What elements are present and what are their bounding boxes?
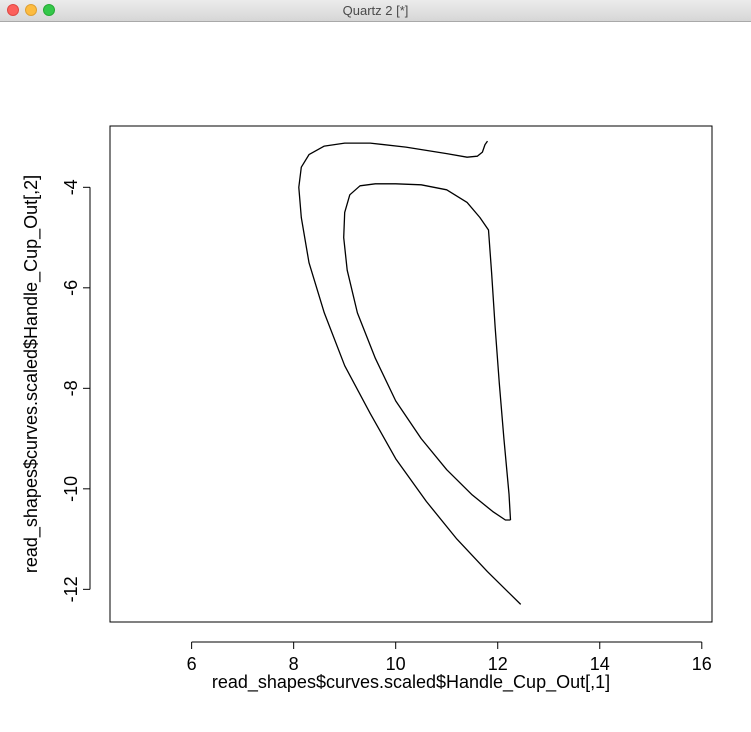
y-tick-label: -12 xyxy=(61,576,81,602)
plot-box xyxy=(109,125,713,623)
x-tick-label: 14 xyxy=(590,654,610,674)
y-tick-label: -4 xyxy=(61,179,81,195)
x-axis: 6 8 10 12 14 16 xyxy=(187,641,712,674)
inner-curve-line xyxy=(343,183,512,521)
x-tick-label: 10 xyxy=(386,654,406,674)
window-title: Quartz 2 [*] xyxy=(342,3,409,18)
x-axis-label: read_shapes$curves.scaled$Handle_Cup_Out… xyxy=(212,672,610,693)
y-axis-label: read_shapes$curves.scaled$Handle_Cup_Out… xyxy=(21,175,42,573)
zoom-icon[interactable] xyxy=(43,4,55,16)
y-axis: -4 -6 -8 -10 -12 xyxy=(61,179,91,602)
minimize-icon[interactable] xyxy=(25,4,37,16)
x-tick-label: 6 xyxy=(187,654,197,674)
y-tick-label: -6 xyxy=(61,280,81,296)
series-layer xyxy=(298,140,522,605)
x-tick-label: 16 xyxy=(692,654,712,674)
plot-area: 6 8 10 12 14 16 -4 -6 -8 -10 -12 read_shapes$curv… xyxy=(0,22,751,727)
chart-svg: 6 8 10 12 14 16 -4 -6 -8 -10 -12 read_shapes$curv… xyxy=(21,125,713,693)
y-tick-label: -10 xyxy=(61,476,81,502)
close-icon[interactable] xyxy=(7,4,19,16)
x-tick-label: 12 xyxy=(488,654,508,674)
title-bar[interactable]: Quartz 2 [*] xyxy=(0,0,751,22)
y-tick-label: -8 xyxy=(61,380,81,396)
x-tick-label: 8 xyxy=(289,654,299,674)
outer-curve-line xyxy=(298,140,522,605)
